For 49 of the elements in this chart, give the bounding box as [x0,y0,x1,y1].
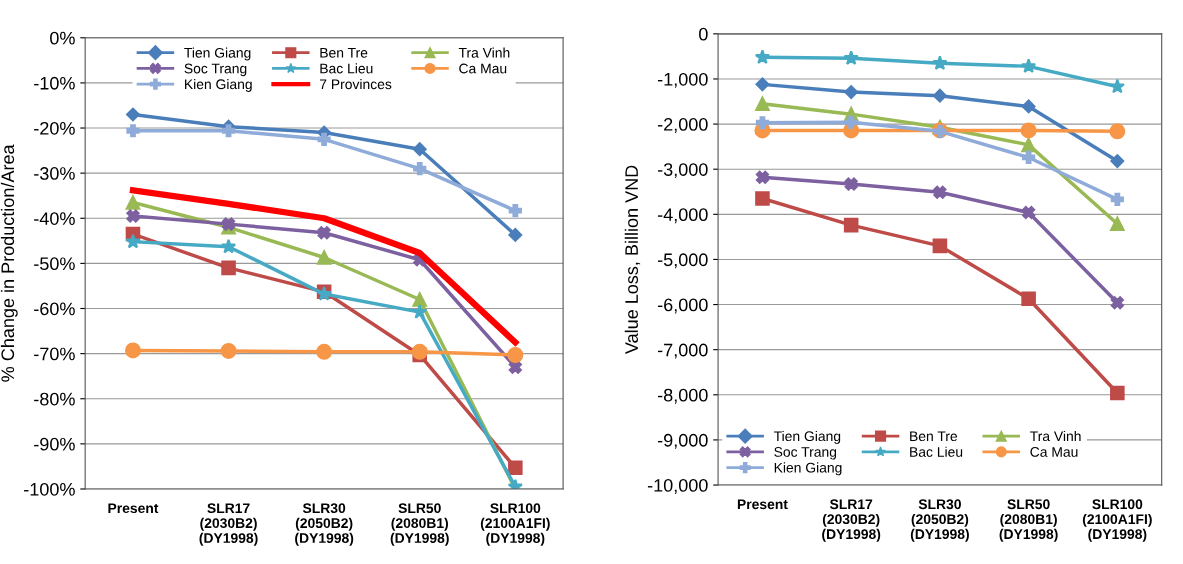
legend-label: Ca Mau [1030,447,1078,457]
y-tick-label: -6,000 [657,298,708,314]
y-axis-title: % Change in Production/Area [0,144,18,382]
legend-label: 7 Provinces [319,78,392,90]
legend-label: Ben Tre [910,431,958,442]
x-tick-label: SLR17 (2030B2) (DY1998) [822,499,881,542]
y-tick-label: -30% [34,167,75,180]
x-tick-label: SLR17 (2030B2) (DY1998) [199,503,258,546]
x-tick-label: SLR50 (2080B1) (DY1998) [390,503,449,546]
y-tick-label: -3,000 [657,163,708,179]
legend-label: Tien Giang [773,430,841,444]
legend-label: Ca Mau [459,63,507,74]
y-tick-label: -2,000 [657,118,708,133]
y-tick-label: -90% [34,437,75,451]
y-tick-label: -40% [34,212,75,225]
y-tick-label: -4,000 [657,208,708,224]
legend-label: Soc Trang [184,63,247,77]
y-tick-label: 0% [50,31,75,45]
legend-label: Bac Lieu [910,446,963,457]
legend-label: Tra Vinh [458,47,510,58]
legend-label: Ben Tre [320,48,368,58]
y-tick-label: -80% [34,392,75,406]
x-tick-label: SLR30 (2050B2) (DY1998) [295,503,354,546]
y-tick-label: -9,000 [657,433,708,449]
legend-label: Tien Giang [184,47,251,61]
legend-label: Soc Trang [774,447,837,460]
y-tick-label: -10% [34,76,75,90]
x-tick-label: Present [108,503,159,514]
x-tick-label: SLR100 (2100A1FI) (DY1998) [480,503,550,546]
legend-label: Tra Vinh [1030,430,1081,442]
y-tick-label: -1,000 [657,72,708,88]
y-tick-label: -100% [24,482,75,496]
x-tick-label: SLR30 (2050B2) (DY1998) [910,499,969,542]
legend-label: Kien Giang [774,462,842,476]
legend-label: Bac Lieu [320,63,373,74]
x-tick-label: SLR100 (2100A1FI) (DY1998) [1082,499,1152,542]
y-tick-label: -7,000 [657,343,708,359]
y-tick-label: -60% [34,302,75,316]
y-tick-label: -70% [34,347,75,361]
y-tick-label: -10,000 [647,478,708,494]
y-tick-label: -50% [34,257,75,271]
y-tick-label: -8,000 [657,388,708,404]
y-tick-label: -20% [34,121,75,135]
y-tick-label: 0 [699,27,708,41]
y-tick-label: -5,000 [657,253,708,269]
x-tick-label: Present [737,499,788,510]
y-axis-title: Value Loss, Billion VND [624,165,641,355]
legend-label: Kien Giang [185,78,252,92]
x-tick-label: SLR50 (2080B1) (DY1998) [999,499,1058,542]
